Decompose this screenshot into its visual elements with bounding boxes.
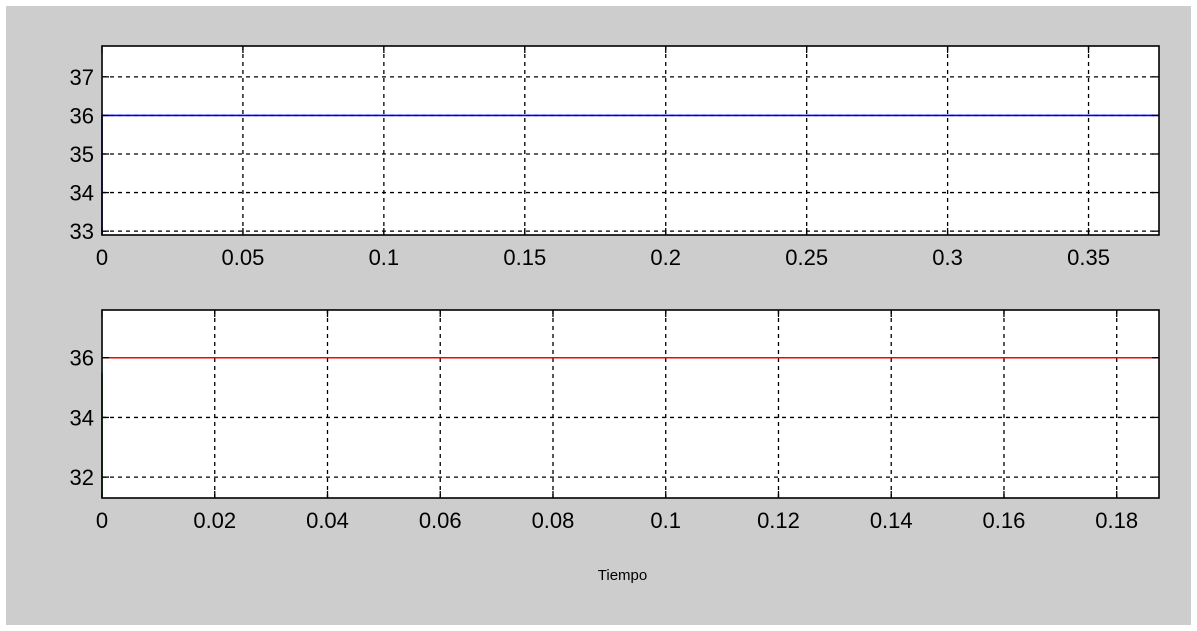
axes-1-x-tick-label: 0.05: [222, 245, 265, 270]
axes-2-x-tick-label: 0.08: [532, 508, 575, 533]
axes-2-x-tick-label: 0.14: [870, 508, 913, 533]
axes-1: 0 0.05 0.1 0.15 0.2 0.25 0.3 0.35 33 34 35 36 37: [70, 45, 1160, 270]
axes-1-y-tick-label: 35: [70, 142, 94, 167]
axes-1-x-tick-label: 0.35: [1067, 245, 1110, 270]
axes-1-x-tick-label: 0.2: [650, 245, 681, 270]
axes-2-x-axis-label: Tiempo: [598, 567, 647, 584]
axes-2-y-tick-label: 36: [70, 346, 94, 371]
axes-1-x-tick-label: 0.3: [932, 245, 963, 270]
axes-1-x-tick-label: 0.15: [503, 245, 546, 270]
axes-2-x-tick-label: 0.12: [757, 508, 800, 533]
axes-2-plot-area: [102, 310, 1159, 498]
axes-1-x-tick-label: 0.1: [369, 245, 400, 270]
axes-2-x-tick-label: 0.06: [419, 508, 462, 533]
axes-1-x-tick-label: 0.25: [785, 245, 828, 270]
axes-2-y-tick-label: 32: [70, 465, 94, 490]
axes-2: 0 0.02 0.04 0.06 0.08 0.1 0.12 0.14 0.16 0.18 32 34…: [70, 309, 1160, 584]
axes-2-x-tick-label: 0.16: [983, 508, 1026, 533]
axes-1-frame: [101, 45, 1160, 236]
axes-2-x-tick-label: 0.04: [306, 508, 349, 533]
axes-1-y-tick-label: 34: [70, 181, 94, 206]
axes-1-x-tick-label: 0: [96, 245, 108, 270]
axes-1-y-tick-label: 33: [70, 219, 94, 244]
axes-1-y-tick-label: 36: [70, 103, 94, 128]
axes-2-x-tick-label: 0.18: [1095, 508, 1138, 533]
axes-2-x-tick-label: 0: [96, 508, 108, 533]
axes-1-y-tick-label: 37: [70, 65, 94, 90]
axes-2-x-tick-label: 0.02: [193, 508, 236, 533]
axes-2-y-tick-label: 34: [70, 405, 94, 430]
axes-2-x-tick-label: 0.1: [650, 508, 681, 533]
axes-2-frame: [101, 309, 1160, 499]
axes-1-plot-area: [102, 46, 1159, 235]
